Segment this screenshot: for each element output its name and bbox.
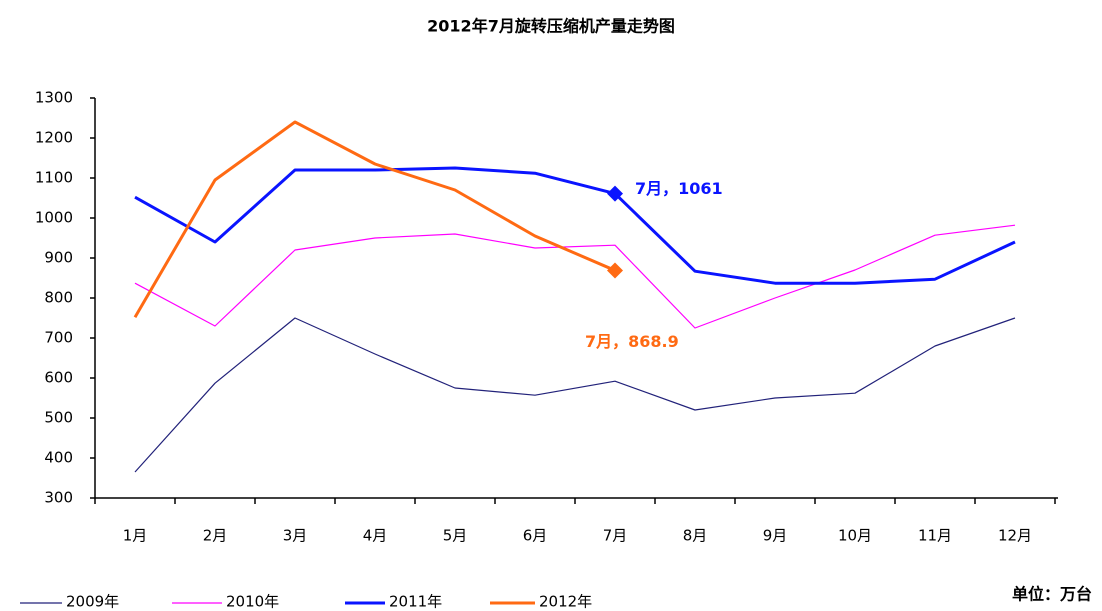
annotation: 7月，1061 <box>635 179 723 198</box>
x-tick-label: 2月 <box>203 527 228 545</box>
y-tick-label: 400 <box>44 449 73 467</box>
chart-title: 2012年7月旋转压缩机产量走势图 <box>427 17 675 36</box>
point-marker <box>607 185 623 202</box>
legend-label: 2011年 <box>389 593 442 611</box>
series-line <box>134 317 1016 473</box>
x-tick-label: 7月 <box>603 527 628 545</box>
y-tick-label: 800 <box>44 289 73 307</box>
legend-label: 2009年 <box>66 593 119 611</box>
y-tick-label: 500 <box>44 409 73 427</box>
x-tick-label: 12月 <box>998 527 1032 545</box>
x-tick-label: 3月 <box>283 527 308 545</box>
y-tick-label: 1000 <box>35 209 73 227</box>
x-tick-label: 4月 <box>363 527 388 545</box>
y-tick-label: 900 <box>44 249 73 267</box>
legend-label: 2012年 <box>539 593 592 611</box>
unit-label: 单位：万台 <box>1012 585 1092 604</box>
x-tick-label: 9月 <box>763 527 788 545</box>
series-line <box>134 224 1016 329</box>
x-tick-label: 8月 <box>683 527 708 545</box>
y-tick-label: 300 <box>44 489 73 507</box>
y-tick-label: 700 <box>44 329 73 347</box>
y-tick-label: 1200 <box>35 129 73 147</box>
x-tick-label: 1月 <box>123 527 148 545</box>
y-tick-label: 600 <box>44 369 73 387</box>
x-tick-label: 11月 <box>918 527 952 545</box>
x-tick-label: 6月 <box>523 527 548 545</box>
y-tick-label: 1300 <box>35 89 73 107</box>
series-line <box>134 166 1016 285</box>
series-line <box>133 120 616 318</box>
legend-label: 2010年 <box>226 593 279 611</box>
x-tick-label: 5月 <box>443 527 468 545</box>
annotation: 7月，868.9 <box>585 332 679 351</box>
y-tick-label: 1100 <box>35 169 73 187</box>
x-tick-label: 10月 <box>838 527 872 545</box>
point-marker <box>607 262 623 279</box>
